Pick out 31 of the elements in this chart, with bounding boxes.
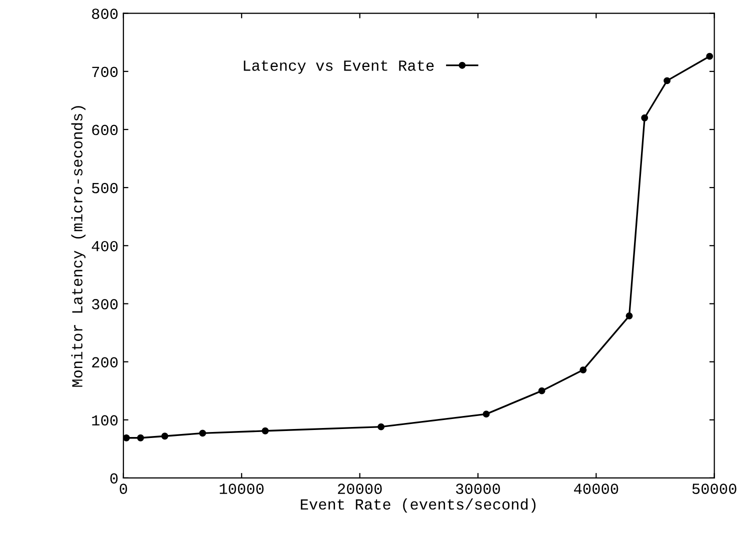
x-axis-title: Event Rate (events/second) — [300, 498, 536, 513]
y-axis-title: Monitor Latency (micro-seconds) — [71, 106, 86, 387]
x-tick-label: 40000 — [574, 484, 618, 494]
point — [123, 434, 130, 442]
point — [262, 427, 269, 434]
y-tick-label: 200 — [92, 357, 118, 368]
y-tick-label: 300 — [92, 299, 118, 310]
legend-label: Latency vs Event Rate — [244, 60, 434, 74]
y-tick-label: 600 — [92, 124, 118, 136]
x-tick-label: 10000 — [220, 484, 264, 494]
point — [641, 114, 648, 122]
point — [706, 52, 714, 60]
point — [626, 312, 633, 320]
x-tick-label: 0 — [120, 484, 128, 494]
y-tick-label: 100 — [92, 415, 118, 426]
y-tick-label: 400 — [92, 240, 118, 252]
point — [664, 77, 671, 84]
x-tick-label: 30000 — [456, 484, 500, 494]
y-tick-label: 800 — [92, 8, 118, 20]
y-tick-label: 500 — [92, 182, 118, 194]
point — [538, 387, 546, 394]
point — [137, 434, 144, 442]
point — [199, 430, 206, 437]
y-tick-label: 700 — [92, 66, 118, 78]
point — [482, 410, 490, 418]
point — [378, 423, 385, 430]
y-tick-label: 0 — [110, 473, 118, 484]
x-tick-label: 20000 — [338, 484, 382, 494]
x-tick-label: 50000 — [692, 484, 736, 494]
point — [161, 432, 168, 440]
point — [580, 366, 587, 374]
